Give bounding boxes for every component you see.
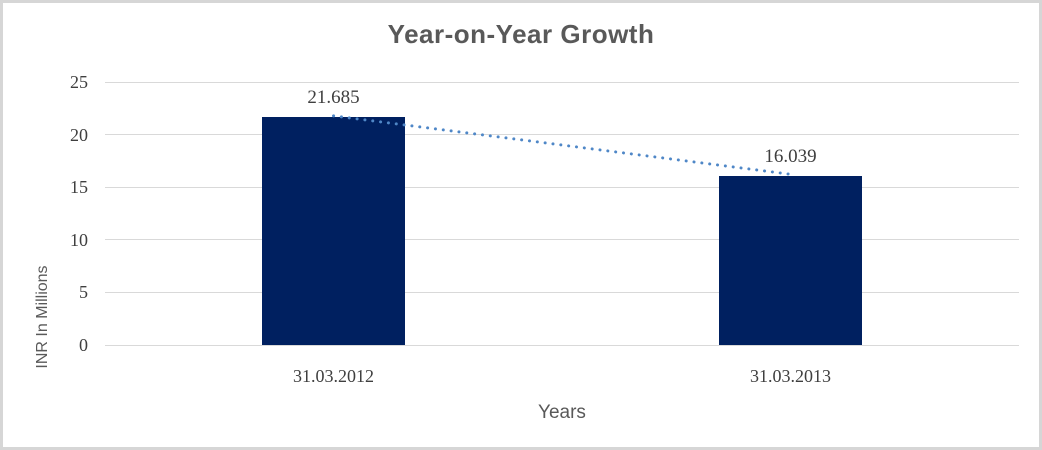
bar-31.03.2012 [262, 116, 405, 345]
x-axis-title: Years [538, 402, 586, 423]
bar-data-label: 16.039 [764, 146, 817, 168]
gridline [105, 134, 1019, 136]
y-axis-title-area: INR In Millions [7, 107, 51, 368]
y-axis-tick-label: 0 [79, 335, 88, 355]
bar-31.03.2013 [719, 176, 862, 345]
gridline [105, 81, 1019, 83]
y-axis-tick-label: 15 [70, 177, 88, 198]
plot-area [105, 81, 1019, 346]
gridline [105, 239, 1019, 241]
gridline [105, 291, 1019, 293]
y-axis-tick-label: 5 [79, 282, 88, 303]
gridline [105, 186, 1019, 188]
trendline-layer [332, 114, 792, 176]
y-axis-tick-label: 10 [70, 229, 88, 250]
x-axis-tick-label: 31.03.2013 [750, 366, 831, 386]
gridline [105, 344, 1019, 346]
chart-title: Year-on-Year Growth [387, 19, 655, 49]
y-axis-tick-label: 25 [70, 72, 88, 92]
y-axis-tick-label: 20 [70, 124, 88, 145]
x-axis-tick-label: 31.03.2012 [293, 366, 374, 386]
bar-data-label: 21.685 [307, 86, 360, 108]
